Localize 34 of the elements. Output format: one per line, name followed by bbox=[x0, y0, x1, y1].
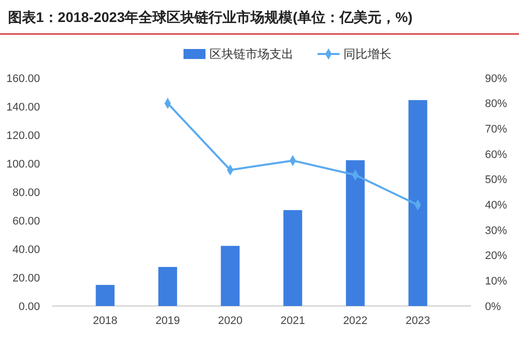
bar bbox=[96, 284, 115, 306]
y2-tick-label: 10% bbox=[485, 276, 508, 288]
y-tick-label: 100.00 bbox=[6, 158, 40, 170]
chart-title: 图表1：2018-2023年全球区块链行业市场规模(单位：亿美元，%) bbox=[8, 9, 413, 25]
bar bbox=[408, 100, 428, 306]
y2-tick-label: 0% bbox=[485, 300, 502, 313]
y2-tick-label: 80% bbox=[485, 98, 508, 110]
y-tick-label: 20.00 bbox=[12, 272, 40, 284]
y-tick-label: 0.00 bbox=[18, 300, 40, 313]
bar bbox=[220, 246, 240, 306]
y-tick-label: 40.00 bbox=[12, 244, 40, 256]
y2-tick-label: 30% bbox=[485, 224, 508, 237]
x-tick-label: 2020 bbox=[218, 315, 242, 327]
x-tick-label: 2021 bbox=[280, 315, 306, 327]
legend-label: 同比增长 bbox=[344, 47, 392, 62]
y-tick-label: 120.00 bbox=[6, 130, 40, 142]
y2-tick-label: 40% bbox=[485, 200, 508, 212]
bar bbox=[283, 210, 302, 306]
legend-label: 区块链市场支出 bbox=[210, 47, 294, 62]
y-tick-label: 60.00 bbox=[12, 215, 40, 228]
x-tick-label: 2023 bbox=[406, 315, 430, 327]
x-tick-label: 2022 bbox=[343, 315, 368, 327]
x-tick-label: 2019 bbox=[155, 315, 180, 327]
y-tick-label: 80.00 bbox=[12, 186, 40, 199]
bar bbox=[346, 160, 365, 306]
y2-tick-label: 70% bbox=[485, 124, 508, 136]
x-tick-label: 2018 bbox=[92, 315, 118, 327]
y2-tick-label: 50% bbox=[485, 174, 508, 186]
y2-tick-label: 60% bbox=[485, 148, 508, 161]
bar bbox=[158, 266, 178, 306]
y2-tick-label: 90% bbox=[485, 72, 508, 85]
y2-tick-label: 20% bbox=[485, 250, 508, 262]
y-tick-label: 140.00 bbox=[6, 101, 40, 114]
y-tick-label: 160.00 bbox=[6, 72, 40, 85]
